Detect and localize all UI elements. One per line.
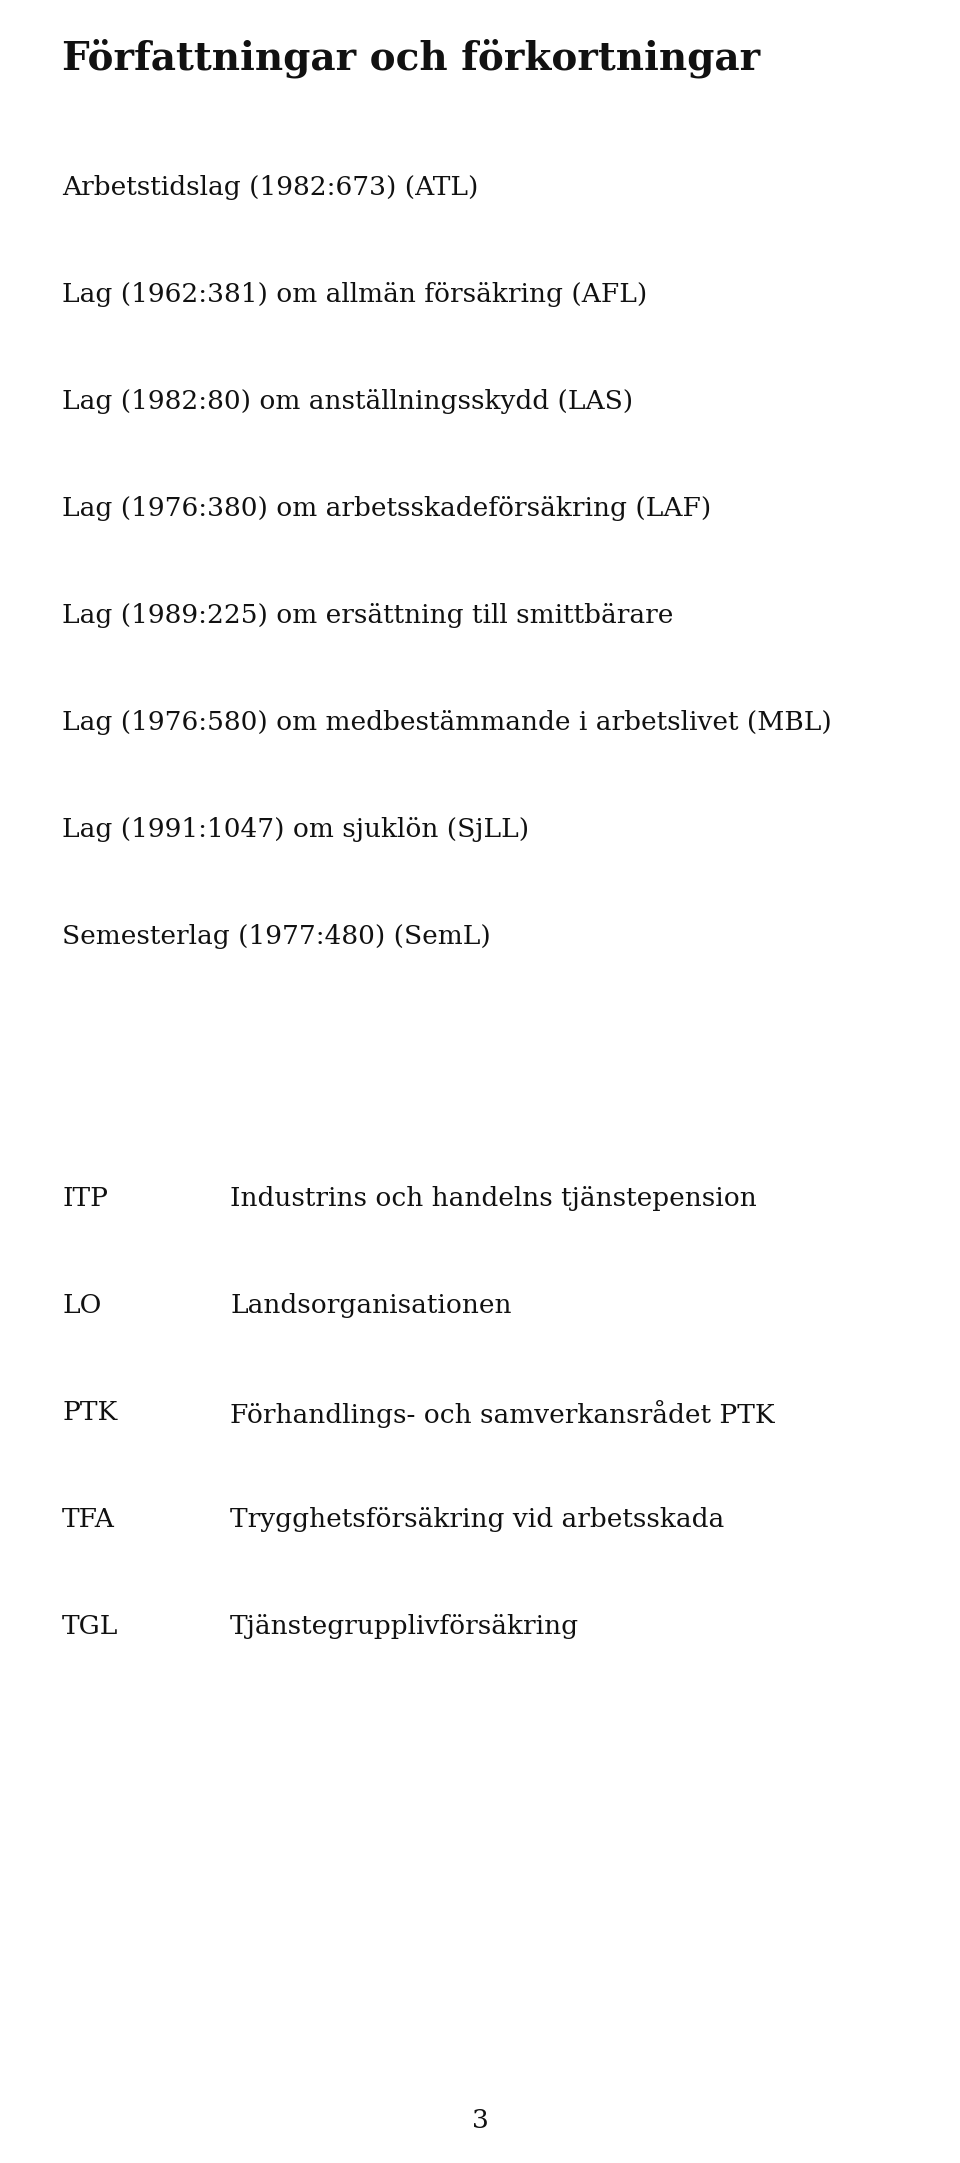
Text: Lag (1976:380) om arbetsskadeförsäkring (LAF): Lag (1976:380) om arbetsskadeförsäkring … — [62, 495, 711, 521]
Text: Lag (1976:580) om medbestämmande i arbetslivet (MBL): Lag (1976:580) om medbestämmande i arbet… — [62, 709, 831, 735]
Text: Landsorganisationen: Landsorganisationen — [230, 1293, 512, 1317]
Text: Förhandlings- och samverkansrådet PTK: Förhandlings- och samverkansrådet PTK — [230, 1399, 775, 1428]
Text: Trygghetsförsäkring vid arbetsskada: Trygghetsförsäkring vid arbetsskada — [230, 1508, 724, 1531]
Text: Arbetstidslag (1982:673) (ATL): Arbetstidslag (1982:673) (ATL) — [62, 175, 478, 199]
Text: 3: 3 — [471, 2109, 489, 2133]
Text: Lag (1989:225) om ersättning till smittbärare: Lag (1989:225) om ersättning till smittb… — [62, 603, 673, 627]
Text: ITP: ITP — [62, 1185, 108, 1211]
Text: Lag (1982:80) om anställningsskydd (LAS): Lag (1982:80) om anställningsskydd (LAS) — [62, 389, 634, 413]
Text: Lag (1962:381) om allmän försäkring (AFL): Lag (1962:381) om allmän försäkring (AFL… — [62, 281, 647, 307]
Text: Lag (1991:1047) om sjuklön (SjLL): Lag (1991:1047) om sjuklön (SjLL) — [62, 818, 529, 841]
Text: TFA: TFA — [62, 1508, 115, 1531]
Text: Industrins och handelns tjänstepension: Industrins och handelns tjänstepension — [230, 1185, 756, 1211]
Text: TGL: TGL — [62, 1614, 118, 1640]
Text: PTK: PTK — [62, 1399, 117, 1425]
Text: LO: LO — [62, 1293, 102, 1317]
Text: Författningar och förkortningar: Författningar och förkortningar — [62, 39, 760, 78]
Text: Semesterlag (1977:480) (SemL): Semesterlag (1977:480) (SemL) — [62, 924, 491, 950]
Text: Tjänstegrupplivförsäkring: Tjänstegrupplivförsäkring — [230, 1614, 579, 1640]
